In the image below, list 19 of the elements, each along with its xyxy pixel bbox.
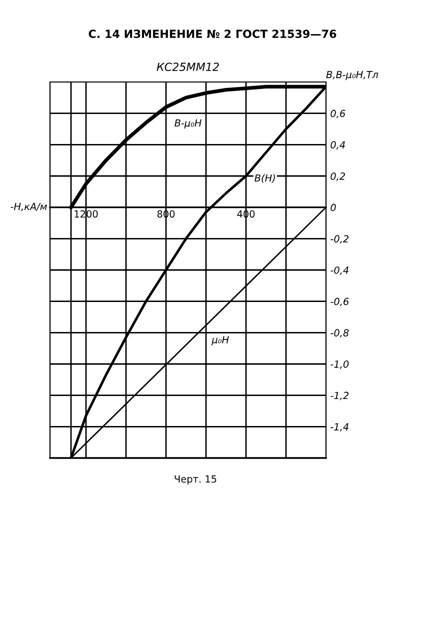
- y-tick-label: 0,4: [330, 141, 345, 150]
- y-tick-label: 0,2: [330, 172, 346, 181]
- y-tick-label: -0,8: [330, 329, 349, 338]
- series-label: B(H): [254, 174, 275, 183]
- y-axis-title: B,B-μ₀H,Тл: [326, 71, 378, 80]
- y-tick-label: -0,4: [330, 266, 348, 275]
- text: Черт. 15: [174, 475, 216, 485]
- y-tick-label: -0,6: [330, 298, 349, 306]
- y-tick-label: 0: [330, 204, 336, 212]
- y-tick-label: -1,2: [330, 392, 349, 400]
- y-tick-label: -0,2: [330, 235, 349, 244]
- y-tick-label: -1,0: [330, 360, 349, 369]
- series-label: μ₀H: [212, 336, 229, 346]
- text: С. 14 ИЗМЕНЕНИЕ № 2 ГОСТ 21539—76: [88, 30, 336, 38]
- chart-title: КС25ММ12: [156, 62, 219, 72]
- y-tick-label: -1,4: [330, 423, 348, 432]
- y-tick-label: 0,6: [330, 110, 346, 118]
- x-axis-title: -H,кА/м: [10, 202, 47, 212]
- series-label: B-μ₀H: [174, 119, 202, 129]
